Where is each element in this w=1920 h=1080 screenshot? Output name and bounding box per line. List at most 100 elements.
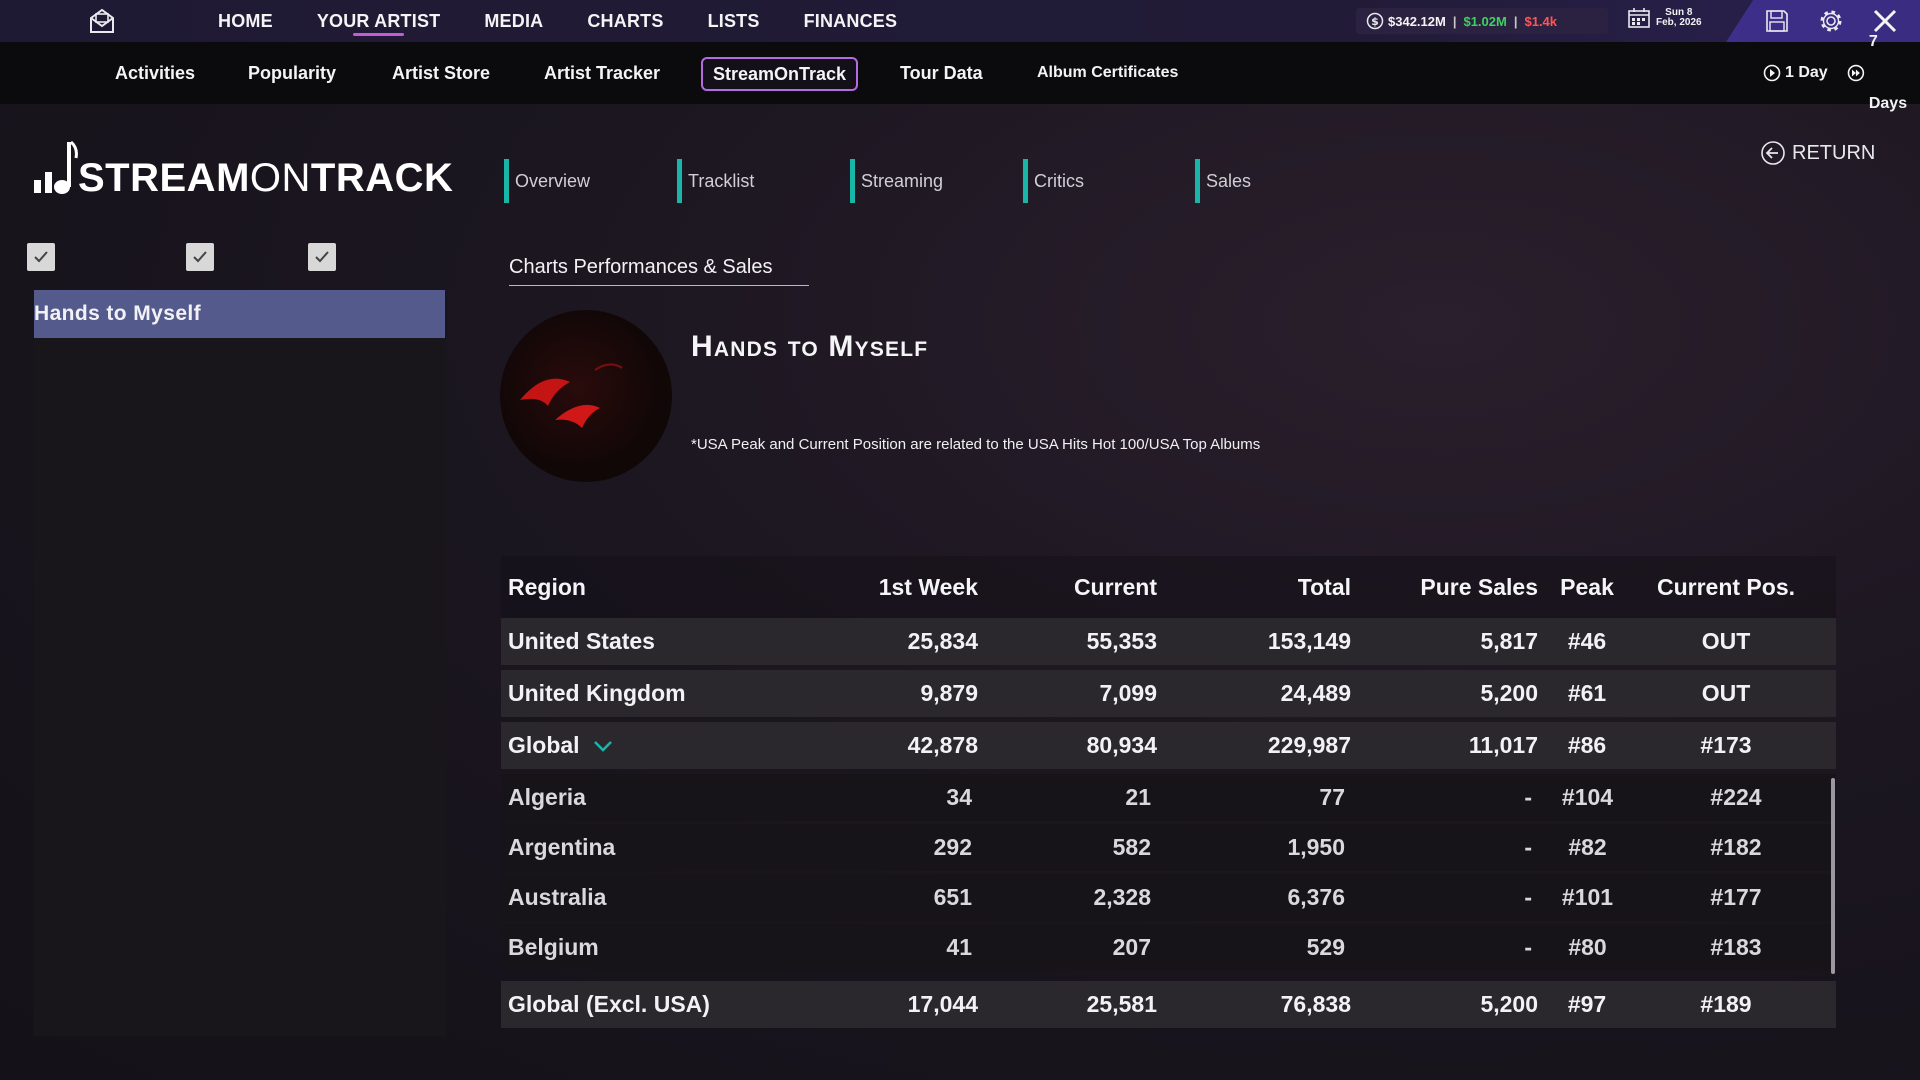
tab-sales[interactable]: Sales [1195, 159, 1251, 203]
subnav-album-certificates[interactable]: Album Certificates [1037, 64, 1179, 81]
check-icon [193, 251, 207, 263]
gear-icon[interactable] [1818, 8, 1844, 34]
cell-pure-sales: 5,817 [1480, 628, 1538, 654]
nav-charts[interactable]: CHARTS [587, 11, 664, 31]
table-row-country: Algeria 34 21 77 - #104 #224 [501, 774, 1836, 821]
cover-art-image [520, 363, 623, 428]
logo-text: STREAMONTRACK [78, 156, 453, 200]
back-arrow-icon [1761, 141, 1785, 165]
chevron-down-icon[interactable] [592, 739, 614, 753]
advance-1-day-button[interactable]: 1 Day [1763, 42, 1828, 104]
cell-region: United Kingdom [508, 680, 686, 706]
cell-total: 1,950 [1287, 834, 1345, 860]
cell-current-pos: OUT [1701, 628, 1751, 654]
header-peak: Peak [1560, 573, 1614, 600]
nav-your-artist[interactable]: YOUR ARTIST [317, 0, 441, 42]
streamontrack-logo: STREAMONTRACK [32, 130, 453, 200]
cell-pure-sales: 5,200 [1480, 680, 1538, 706]
header-pure-sales: Pure Sales [1420, 573, 1538, 600]
table-header: Region 1st Week Current Total Pure Sales… [501, 556, 1836, 618]
subnav-artist-tracker[interactable]: Artist Tracker [544, 63, 661, 83]
cell-peak: #82 [1568, 834, 1607, 860]
header-1st-week: 1st Week [878, 573, 978, 600]
table-row-global[interactable]: Global 42,878 80,934 229,987 11,017 #86 … [501, 722, 1836, 769]
date-text: Sun 8 Feb, 2026 [1656, 8, 1702, 28]
song-list-item-selected[interactable]: Hands to Myself [34, 290, 445, 338]
main-nav: HOME YOUR ARTIST MEDIA CHARTS LISTS FINA… [218, 0, 941, 42]
music-note-logo-icon [34, 140, 78, 194]
cell-peak: #101 [1561, 884, 1614, 910]
filter-checkbox-3[interactable] [308, 243, 336, 271]
cell-current: 7,099 [1099, 680, 1157, 706]
cell-total: 229,987 [1267, 732, 1351, 758]
separator: | [1452, 13, 1457, 29]
advance-7-days-button[interactable]: 7 Days [1847, 33, 1920, 112]
tab-critics[interactable]: Critics [1023, 159, 1084, 203]
cell-current: 582 [1112, 834, 1151, 860]
subnav-tour-data[interactable]: Tour Data [900, 63, 983, 83]
chart-sales-table: Region 1st Week Current Total Pure Sales… [501, 556, 1836, 1033]
subnav-activities[interactable]: Activities [115, 63, 196, 83]
income-value: $1.02M [1463, 13, 1507, 29]
cell-1st-week: 292 [933, 834, 972, 860]
table-row-country: Argentina 292 582 1,950 - #82 #182 [501, 824, 1836, 871]
section-title: Charts Performances & Sales [509, 256, 809, 286]
cell-current: 25,581 [1086, 991, 1157, 1017]
logo-part-track: TRACK [310, 156, 454, 200]
cell-region: Global (Excl. USA) [508, 991, 710, 1017]
filter-checkbox-2[interactable] [186, 243, 214, 271]
return-label: RETURN [1792, 141, 1876, 164]
mail-icon[interactable] [88, 8, 116, 34]
cell-current-pos: #177 [1710, 884, 1762, 910]
cell-1st-week: 17,044 [907, 991, 978, 1017]
cell-peak: #80 [1568, 934, 1607, 960]
table-row: United States 25,834 55,353 153,149 5,81… [501, 618, 1836, 665]
nav-finances[interactable]: FINANCES [803, 11, 898, 31]
cell-1st-week: 42,878 [907, 732, 978, 758]
clock-play-icon [1763, 64, 1781, 82]
save-icon[interactable] [1764, 8, 1790, 34]
cell-1st-week: 9,879 [920, 680, 978, 706]
check-icon [315, 251, 329, 263]
cell-current-pos: #189 [1700, 991, 1752, 1017]
nav-home[interactable]: HOME [218, 11, 273, 31]
nav-media[interactable]: MEDIA [484, 11, 544, 31]
cash-value: $342.12M [1388, 13, 1446, 29]
cell-current-pos: #182 [1710, 834, 1762, 860]
country-list-scrollbar[interactable] [1831, 778, 1835, 974]
nav-lists[interactable]: LISTS [707, 11, 760, 31]
cell-peak: #104 [1561, 784, 1614, 810]
cell-region: Belgium [508, 934, 599, 960]
cell-region: Australia [508, 884, 607, 910]
table-row-country: Belgium 41 207 529 - #80 #183 [501, 924, 1836, 971]
svg-text:$: $ [1371, 15, 1379, 28]
cell-pure-sales: - [1524, 884, 1532, 910]
subnav-popularity[interactable]: Popularity [248, 63, 337, 83]
cell-total: 6,376 [1287, 884, 1345, 910]
separator: | [1513, 13, 1518, 29]
tab-overview[interactable]: Overview [504, 159, 590, 203]
cell-current: 80,934 [1086, 732, 1157, 758]
cell-region: Algeria [508, 784, 586, 810]
calendar-icon [1628, 8, 1650, 28]
subnav-streamontrack[interactable]: StreamOnTrack [701, 57, 859, 91]
filter-checkbox-1[interactable] [27, 243, 55, 271]
cell-total: 24,489 [1280, 680, 1351, 706]
cell-pure-sales: 5,200 [1480, 991, 1538, 1017]
logo-part-stream: STREAM [78, 156, 250, 200]
sub-nav: Activities Popularity Artist Store Artis… [0, 33, 1920, 112]
tab-streaming[interactable]: Streaming [850, 159, 943, 203]
subnav-artist-store[interactable]: Artist Store [392, 63, 491, 83]
cell-region: Global [501, 732, 791, 759]
return-button[interactable]: RETURN [1760, 140, 1875, 166]
cell-pure-sales: 11,017 [1468, 732, 1538, 758]
cell-current-pos: OUT [1701, 680, 1751, 706]
cell-current-pos: #224 [1710, 784, 1762, 810]
close-icon[interactable] [1872, 8, 1898, 34]
top-bar: HOME YOUR ARTIST MEDIA CHARTS LISTS FINA… [0, 0, 1920, 42]
song-list-panel [34, 290, 446, 1036]
date-month-year: Feb, 2026 [1656, 17, 1702, 28]
logo-part-on: ON [249, 156, 311, 200]
cell-current-pos: #173 [1700, 732, 1752, 758]
tab-tracklist[interactable]: Tracklist [677, 159, 754, 203]
